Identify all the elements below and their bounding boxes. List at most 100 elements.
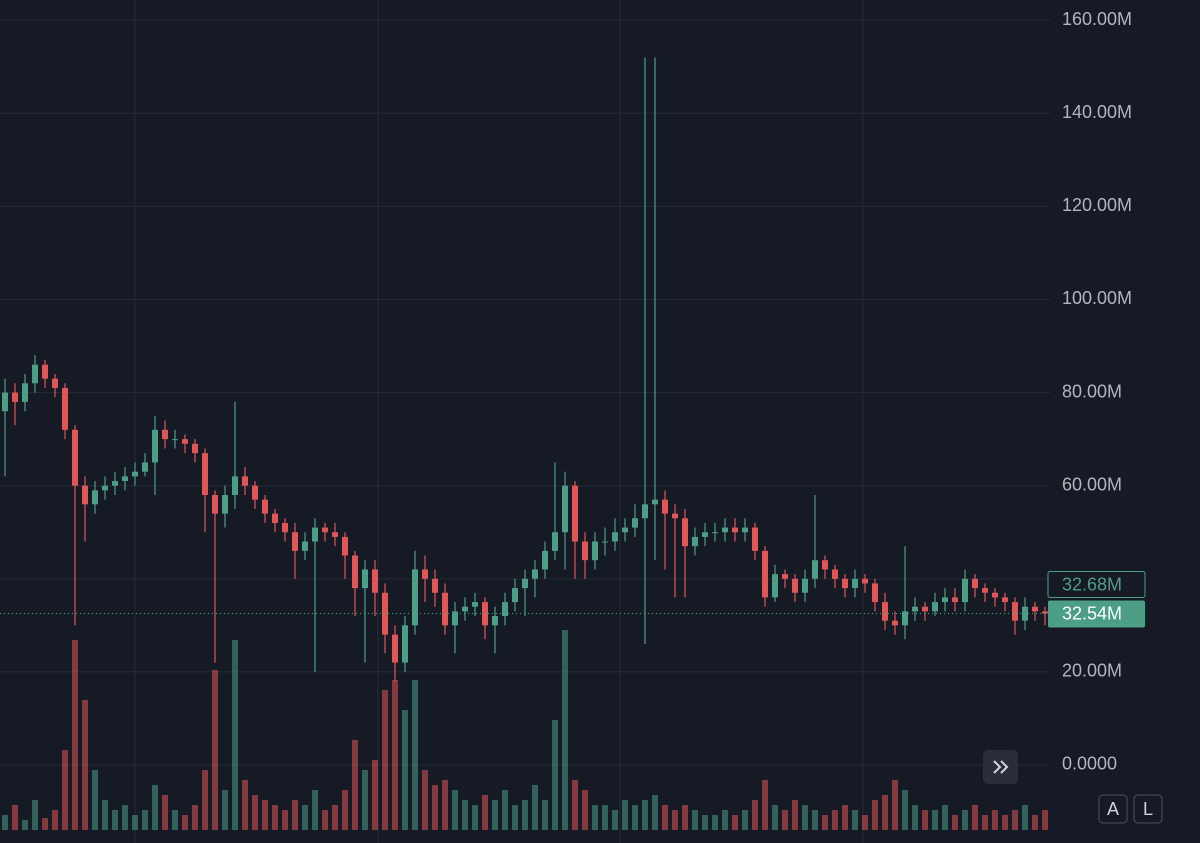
candle-body	[792, 578, 798, 593]
volume-bar	[132, 815, 138, 830]
volume-bar	[662, 805, 668, 830]
volume-bar	[912, 805, 918, 830]
candle-body	[82, 485, 88, 505]
candle-body	[62, 387, 68, 430]
volume-bar	[1002, 815, 1008, 830]
volume-bar	[292, 800, 298, 830]
candle-body	[222, 495, 228, 514]
candle-body	[602, 541, 608, 543]
candle-body	[362, 569, 368, 589]
candle-body	[372, 569, 378, 593]
button-l[interactable]: L	[1133, 794, 1163, 824]
candle-body	[552, 532, 558, 551]
candle-body	[132, 471, 138, 477]
volume-bar	[32, 800, 38, 830]
candle-body	[1032, 606, 1038, 612]
candle-body	[962, 578, 968, 603]
volume-bar	[732, 815, 738, 830]
volume-bar	[322, 810, 328, 830]
candle-body	[562, 485, 568, 533]
candle-body	[532, 569, 538, 579]
grid	[0, 19, 1050, 766]
price-box-outline	[1047, 571, 1146, 599]
candle-body	[582, 541, 588, 561]
candle-body	[662, 499, 668, 514]
volume-bar	[342, 790, 348, 830]
volume-bar	[482, 795, 488, 830]
volume-bar	[382, 690, 388, 830]
candle-body	[32, 364, 38, 384]
volume-bar	[212, 670, 218, 830]
volume-bar	[42, 818, 48, 830]
volume-bar	[512, 805, 518, 830]
candle-body	[1002, 597, 1008, 603]
candle-body	[942, 597, 948, 603]
volume-bar	[932, 810, 938, 830]
candle-body	[992, 592, 998, 598]
candle-body	[772, 574, 778, 598]
volume-bar	[802, 805, 808, 830]
candle-body	[702, 532, 708, 537]
volume-bar	[12, 805, 18, 830]
volume-bar	[172, 810, 178, 830]
scroll-button[interactable]	[983, 750, 1018, 784]
candle-body	[492, 616, 498, 626]
candle-body	[262, 499, 268, 514]
candle-body	[622, 527, 628, 533]
volume-bar	[22, 820, 28, 830]
candle-body	[612, 532, 618, 542]
button-label: A	[1107, 799, 1119, 819]
volume-bar	[272, 805, 278, 830]
candle-body	[12, 392, 18, 402]
candle-body	[852, 578, 858, 589]
candle-body	[412, 569, 418, 626]
volume-bars	[2, 630, 1048, 830]
volume-bar	[252, 795, 258, 830]
volume-bar	[922, 810, 928, 830]
candle-body	[152, 429, 158, 463]
button-bg[interactable]	[1098, 794, 1128, 824]
volume-bar	[582, 790, 588, 830]
volume-bar	[242, 780, 248, 830]
volume-bar	[832, 810, 838, 830]
candle-body	[1012, 602, 1018, 621]
candle-body	[722, 527, 728, 533]
volume-bar	[682, 805, 688, 830]
candle-body	[112, 481, 118, 486]
volume-bar	[402, 710, 408, 830]
candle-body	[502, 602, 508, 617]
volume-bar	[702, 815, 708, 830]
volume-bar	[722, 810, 728, 830]
volume-bar	[262, 800, 268, 830]
volume-bar	[392, 680, 398, 830]
volume-bar	[202, 770, 208, 830]
candle-body	[102, 485, 108, 491]
button-a[interactable]: A	[1098, 794, 1128, 824]
button-bg[interactable]	[1133, 794, 1163, 824]
volume-bar	[602, 805, 608, 830]
candle-body	[402, 625, 408, 663]
volume-bar	[282, 810, 288, 830]
button-label: L	[1143, 799, 1153, 819]
candle-body	[652, 499, 658, 505]
candle-body	[322, 527, 328, 533]
volume-bar	[632, 805, 638, 830]
candle-body	[732, 527, 738, 533]
volume-bar	[502, 790, 508, 830]
volume-bar	[462, 800, 468, 830]
candle-body	[762, 550, 768, 598]
candle-body	[162, 429, 168, 440]
volume-bar	[772, 805, 778, 830]
candle-body	[252, 485, 258, 500]
candle-body	[512, 588, 518, 603]
volume-bar	[102, 800, 108, 830]
volume-bar	[652, 795, 658, 830]
volume-bar	[872, 800, 878, 830]
candle-body	[202, 453, 208, 496]
volume-bar	[372, 760, 378, 830]
volume-bar	[952, 815, 958, 830]
volume-bar	[192, 805, 198, 830]
candle-body	[452, 611, 458, 626]
candle-body	[192, 443, 198, 454]
